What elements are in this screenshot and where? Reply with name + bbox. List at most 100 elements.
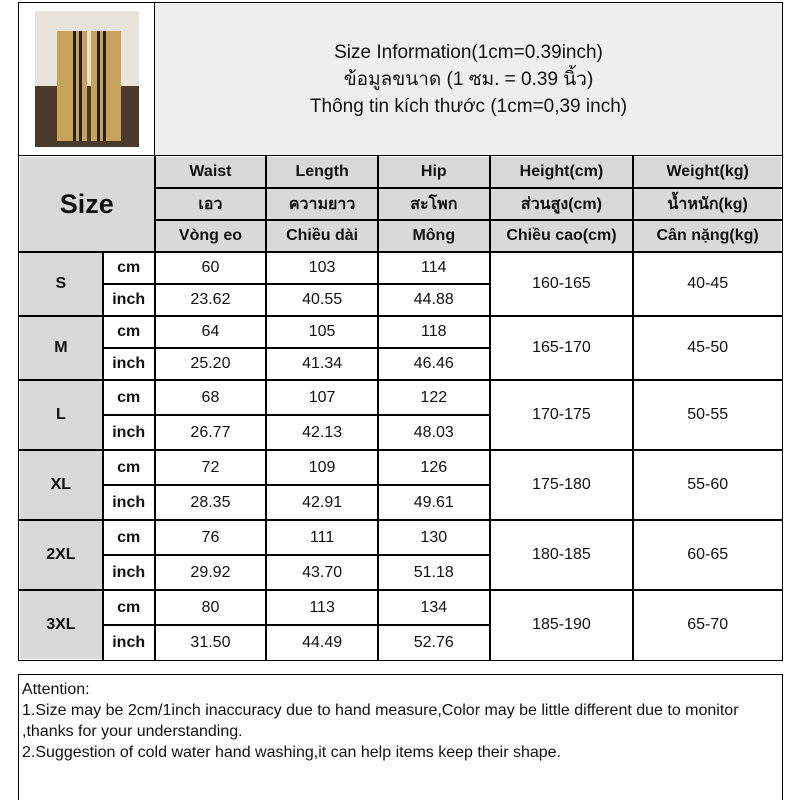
unit-label: inch	[101, 624, 156, 661]
header-line-en: Size Information(1cm=0.39inch)	[334, 41, 603, 63]
inch-value: 42.13	[265, 414, 379, 451]
inch-value: 29.92	[153, 554, 268, 591]
inch-value: 49.61	[376, 484, 491, 521]
height-range: 160-165	[488, 251, 635, 317]
attention-line-2: 2.Suggestion of cold water hand washing,…	[22, 744, 561, 761]
attention-note: Attention: 1.Size may be 2cm/1inch inacc…	[18, 674, 783, 800]
cm-value: 114	[376, 251, 491, 285]
cm-value: 126	[376, 449, 491, 486]
inch-value: 26.77	[153, 414, 268, 451]
column-header: สะโพก	[376, 187, 491, 221]
weight-range: 55-60	[632, 449, 783, 521]
inch-value: 41.34	[265, 347, 379, 381]
header-line-vi: Thông tin kích thước (1cm=0,39 inch)	[309, 95, 628, 117]
inch-value: 44.49	[265, 624, 379, 661]
unit-label: inch	[101, 283, 156, 317]
unit-label: cm	[101, 589, 156, 626]
cm-value: 130	[376, 519, 491, 556]
attention-title: Attention:	[22, 681, 90, 698]
inch-value: 52.76	[376, 624, 491, 661]
cm-value: 111	[265, 519, 379, 556]
product-photo-cell	[18, 2, 155, 156]
unit-label: inch	[101, 414, 156, 451]
column-header: Weight(kg)	[632, 155, 783, 189]
inch-value: 44.88	[376, 283, 491, 317]
table-row: inch 23.62 40.55 44.88	[19, 283, 782, 317]
column-header: ความยาว	[265, 187, 379, 221]
inch-value: 43.70	[265, 554, 379, 591]
cm-value: 76	[153, 519, 268, 556]
inch-value: 25.20	[153, 347, 268, 381]
table-row: inch 28.35 42.91 49.61	[19, 484, 782, 521]
inch-value: 28.35	[153, 484, 268, 521]
column-header: ส่วนสูง(cm)	[488, 187, 635, 221]
size-header: Size	[18, 155, 156, 253]
weight-range: 65-70	[632, 589, 783, 661]
inch-value: 42.91	[265, 484, 379, 521]
cm-value: 80	[153, 589, 268, 626]
inch-value: 46.46	[376, 347, 491, 381]
column-header: Waist	[153, 155, 268, 189]
cm-value: 118	[376, 315, 491, 349]
table-row: 2XL cm 76 111 130 180-185 60-65	[18, 519, 783, 591]
height-range: 185-190	[488, 589, 635, 661]
column-header: Length	[265, 155, 379, 189]
height-range: 175-180	[488, 449, 635, 521]
inch-value: 31.50	[153, 624, 268, 661]
cm-value: 113	[265, 589, 379, 626]
cm-value: 68	[153, 379, 268, 416]
size-info-header: Size Information(1cm=0.39inch) ข้อมูลขนา…	[154, 2, 783, 156]
size-label: S	[18, 251, 104, 317]
weight-range: 50-55	[632, 379, 783, 451]
unit-label: cm	[101, 519, 156, 556]
height-range: 170-175	[488, 379, 635, 451]
cm-value: 107	[265, 379, 379, 416]
unit-label: cm	[101, 251, 156, 285]
size-label: 3XL	[18, 589, 104, 661]
cm-value: 105	[265, 315, 379, 349]
table-row: XL cm 72 109 126 175-180 55-60	[18, 449, 783, 521]
column-header: Chiều dài	[265, 219, 379, 253]
height-range: 180-185	[488, 519, 635, 591]
size-table: Size Waist Length Hip Height(cm) Weight(kg) เอ…	[18, 155, 783, 661]
column-header: Height(cm)	[488, 155, 635, 189]
inch-value: 51.18	[376, 554, 491, 591]
column-header: Cân nặng(kg)	[632, 219, 783, 253]
product-photo	[34, 11, 139, 147]
table-row: 3XL cm 80 113 134 185-190 65-70	[18, 589, 783, 661]
inch-value: 23.62	[153, 283, 268, 317]
cm-value: 103	[265, 251, 379, 285]
weight-range: 60-65	[632, 519, 783, 591]
column-header: Chiều cao(cm)	[488, 219, 635, 253]
table-row: inch 31.50 44.49 52.76	[19, 624, 782, 661]
size-label: 2XL	[18, 519, 104, 591]
weight-range: 45-50	[632, 315, 783, 381]
inch-value: 48.03	[376, 414, 491, 451]
cm-value: 64	[153, 315, 268, 349]
cm-value: 122	[376, 379, 491, 416]
table-row: inch 25.20 41.34 46.46	[19, 347, 782, 381]
cm-value: 134	[376, 589, 491, 626]
unit-label: cm	[101, 379, 156, 416]
column-header: Mông	[376, 219, 491, 253]
unit-label: cm	[101, 315, 156, 349]
unit-label: inch	[101, 484, 156, 521]
column-header: Hip	[376, 155, 491, 189]
cm-value: 72	[153, 449, 268, 486]
size-label: M	[18, 315, 104, 381]
weight-range: 40-45	[632, 251, 783, 317]
column-header: เอว	[153, 187, 268, 221]
table-row: inch 29.92 43.70 51.18	[19, 554, 782, 591]
unit-label: inch	[101, 347, 156, 381]
inch-value: 40.55	[265, 283, 379, 317]
attention-line-1: 1.Size may be 2cm/1inch inaccuracy due t…	[22, 702, 739, 740]
column-header: น้ำหนัก(kg)	[632, 187, 783, 221]
column-header: Vòng eo	[153, 219, 268, 253]
table-row: inch 26.77 42.13 48.03	[19, 414, 782, 451]
unit-label: cm	[101, 449, 156, 486]
size-label: L	[18, 379, 104, 451]
size-label: XL	[18, 449, 104, 521]
height-range: 165-170	[488, 315, 635, 381]
